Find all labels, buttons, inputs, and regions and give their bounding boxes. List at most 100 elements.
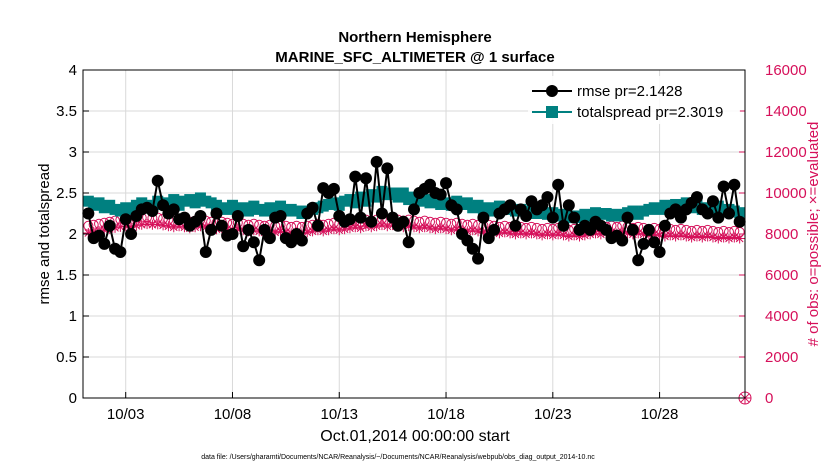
obs-evaluated-point [451,224,462,235]
obs-evaluated-point [654,230,665,241]
rmse-point [167,203,180,216]
obs-evaluated-point [120,221,131,232]
rmse-point [701,207,714,220]
obs-evaluated-point [691,231,702,242]
rmse-point [125,228,138,240]
rmse-point [354,211,367,224]
obs-evaluated-point [115,221,126,232]
rmse-point [237,240,250,253]
totalspread-point [168,194,180,206]
legend-spread-label: totalspread pr=2.3019 [577,104,723,121]
obs-evaluated-point [579,230,590,241]
obs-evaluated-point [147,219,158,230]
obs-evaluated-point [547,230,558,241]
obs-evaluated-point [542,229,553,240]
obs-evaluated-point [665,230,676,241]
obs-evaluated-point [168,222,179,233]
totalspread-point [371,191,383,203]
rmse-point [210,207,223,220]
rmse-point [226,228,239,240]
rmse-point [642,223,655,236]
obs-evaluated-point [136,219,147,230]
y-tick-label-left: 1 [69,308,77,325]
rmse-point [349,170,362,183]
rmse-point [546,211,559,224]
obs-evaluated-point [414,223,425,234]
obs-evaluated-point [670,231,681,242]
obs-evaluated-point [88,226,99,237]
obs-evaluated-point [617,227,628,238]
y-tick-label-right: 0 [765,390,773,407]
rmse-point [712,211,725,224]
rmse-point [616,234,629,247]
obs-evaluated-point [675,230,686,241]
rmse-point [119,213,132,226]
rmse-point [722,207,735,220]
obs-evaluated-point [729,232,740,243]
obs-evaluated-point [563,231,574,242]
rmse-point [215,219,228,232]
legend-rmse-label: rmse pr=2.1428 [577,83,682,100]
rmse-point [621,211,634,224]
chart-title: Northern Hemisphere [338,29,491,46]
rmse-point [717,180,730,193]
rmse-point [626,223,639,236]
obs-evaluated-point [633,228,644,239]
rmse-point [397,215,410,228]
obs-evaluated-point [430,224,441,235]
obs-evaluated-point [323,225,334,236]
obs-evaluated-point [83,227,94,238]
obs-evaluated-point [195,221,206,232]
x-tick-label: 10/13 [320,406,358,423]
obs-evaluated-point [537,230,548,241]
obs-evaluated-point [152,219,163,230]
rmse-point [728,178,741,191]
obs-evaluated-point [638,229,649,240]
obs-evaluated-point [713,233,724,244]
y-tick-label-right: 12000 [765,144,807,161]
obs-evaluated-point [505,228,516,239]
obs-evaluated-point [344,223,355,234]
rmse-point [552,178,565,191]
x-tick-label: 10/28 [641,406,679,423]
obs-evaluated-point [382,221,393,232]
rmse-point [653,246,666,259]
obs-evaluated-point [723,233,734,244]
rmse-point [370,155,383,168]
rmse-point [381,162,394,175]
obs-evaluated-point [334,225,345,236]
y-axis-label-left: rmse and totalspread [36,164,53,305]
rmse-point [98,237,111,250]
rmse-point [632,254,645,267]
obs-evaluated-point [574,231,585,242]
y-tick-label-left: 2.5 [56,185,77,202]
rmse-point [690,191,703,204]
y-tick-label-right: 8000 [765,226,798,243]
legend-rmse-marker [546,85,558,97]
rmse-point [146,205,159,218]
plot-frame [82,69,746,399]
rmse-point [408,203,420,216]
obs-evaluated-point [718,232,729,243]
rmse-point [637,237,650,250]
obs-evaluated-point [697,232,708,243]
totalspread-point [397,187,409,199]
axes: 0 0.5 1 1.5 2 2.5 3 3.5 4 0 2000 4000 6000 8000 10000 1… [56,62,807,423]
rmse-point [648,236,661,249]
obs-evaluated-point [590,228,601,239]
obs-evaluated-point [126,221,137,232]
obs-evaluated-point [131,220,142,231]
obs-evaluated-point [99,224,110,235]
obs-evaluated-point [174,221,185,232]
obs-evaluated-point [553,229,564,240]
obs-evaluated-point [355,223,366,234]
rmse-point [103,219,116,232]
rmse-point [359,172,372,185]
rmse-point [504,199,517,212]
y-tick-label-left: 4 [69,62,77,79]
obs-evaluated-point [350,222,361,233]
obs-evaluated-point [473,226,484,237]
obs-evaluated-point [376,220,387,231]
obs-evaluated-point [510,229,521,240]
totalspread-point [349,197,361,209]
